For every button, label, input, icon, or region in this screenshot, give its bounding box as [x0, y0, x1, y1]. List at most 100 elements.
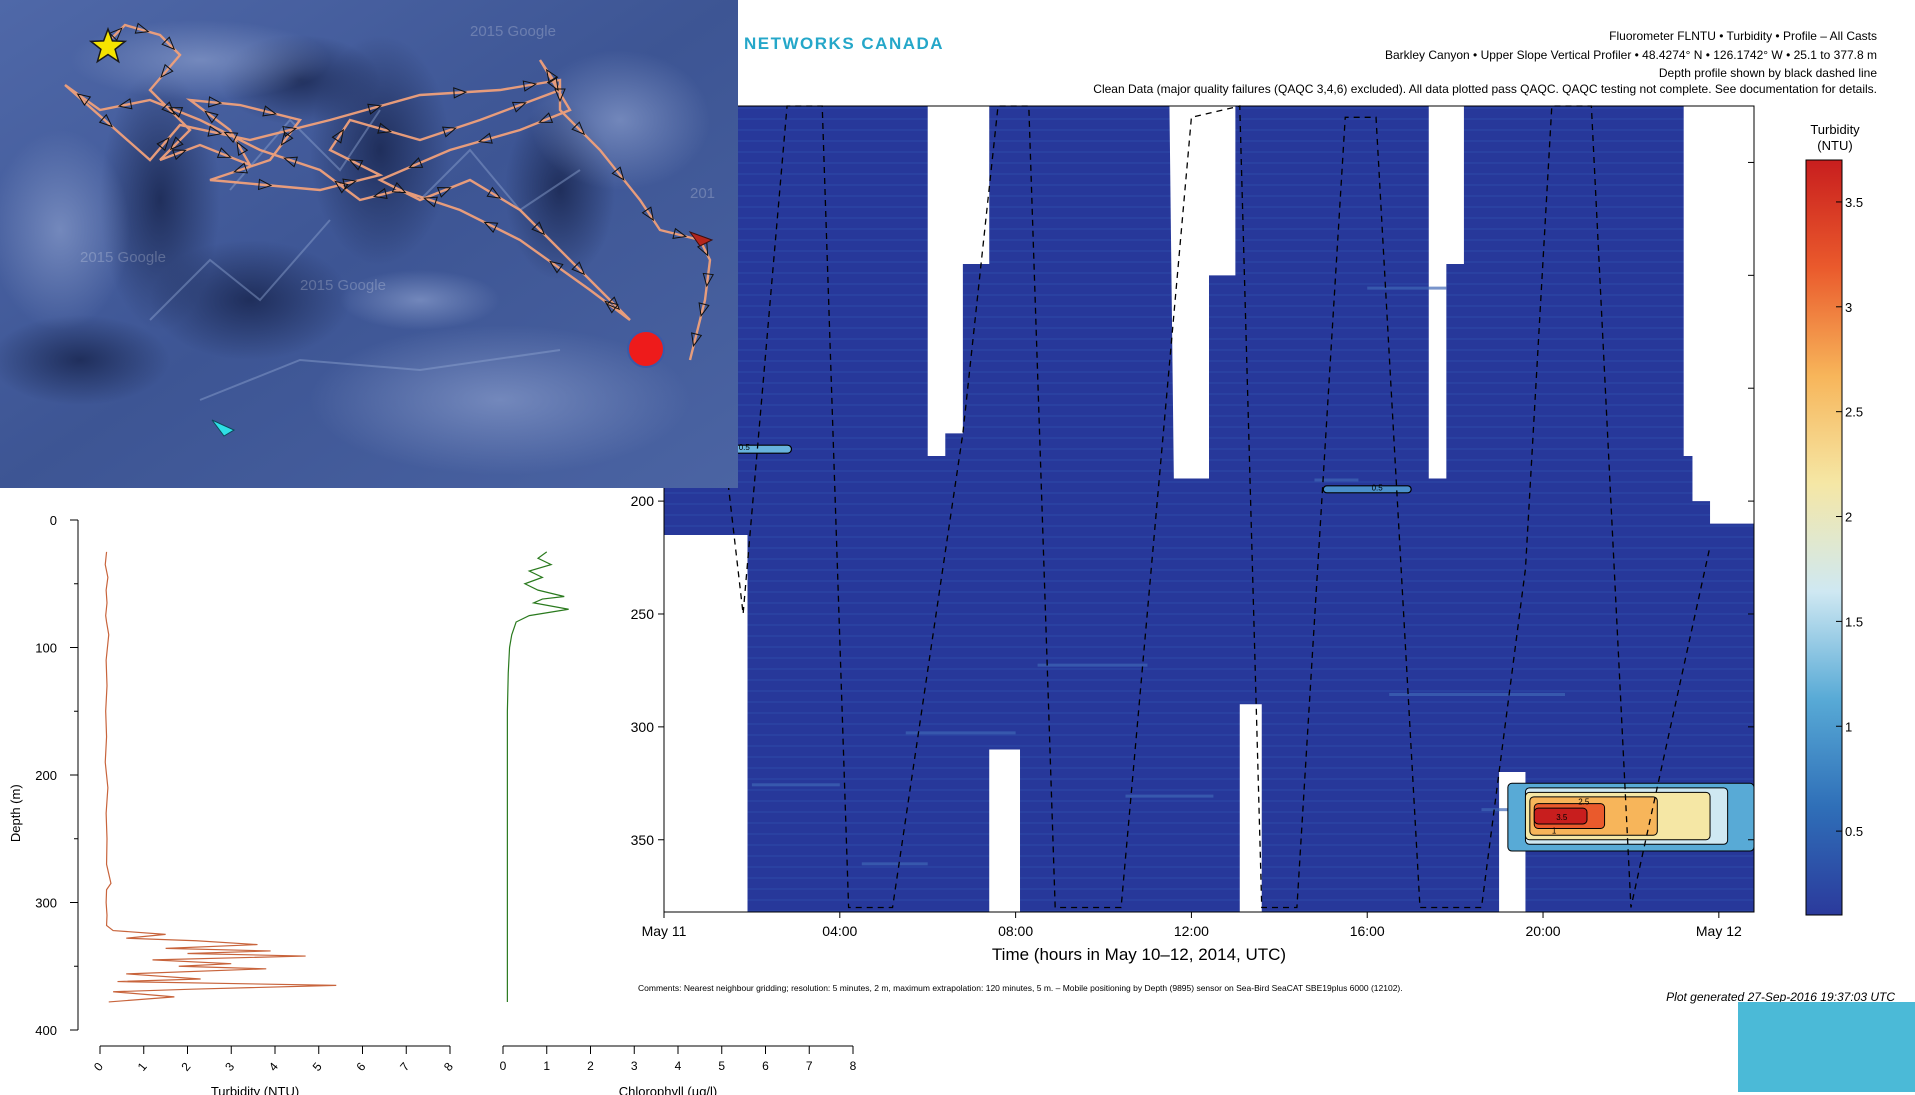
x-tick-label: 4 — [266, 1059, 281, 1073]
header-location: Barkley Canyon • Upper Slope Vertical Pr… — [1385, 48, 1877, 62]
profile-plots: 0 100 200 300 400 Depth (m) 0 1 2 3 4 5 6 7 8 Turbidity… — [8, 513, 857, 1095]
map-ridge-highlight — [340, 270, 500, 330]
track-direction-arrow — [134, 22, 150, 34]
chlorophyll-series-line — [506, 551, 569, 1002]
map-canyon-shade — [150, 240, 350, 360]
track-direction-arrow — [233, 162, 248, 174]
colorbar-gradient — [1805, 159, 1843, 916]
colorbar-tick-label: 3.5 — [1845, 195, 1863, 210]
contour-level — [1533, 807, 1588, 825]
track-direction-arrow — [486, 186, 502, 199]
x-tick-label: 7 — [397, 1059, 412, 1073]
x-tick-label: 8 — [850, 1059, 857, 1073]
track-direction-arrow — [331, 128, 345, 144]
colorbar-tick-label: 3 — [1845, 300, 1852, 315]
heatmap-frame — [663, 105, 1755, 913]
track-direction-arrow — [531, 221, 546, 236]
y-tick-label: 200 — [35, 768, 57, 783]
track-direction-arrow — [283, 156, 298, 168]
no-data-region — [1169, 106, 1236, 479]
track-direction-arrow — [161, 36, 176, 51]
track-direction-arrow — [258, 178, 273, 191]
track-direction-arrow — [423, 196, 438, 208]
track-direction-arrow — [156, 136, 170, 152]
track-direction-arrow — [171, 149, 187, 161]
contour-label: 1 — [1552, 827, 1557, 836]
track-direction-arrow — [223, 131, 239, 144]
track-direction-arrow — [207, 96, 223, 108]
track-direction-arrow — [348, 159, 364, 171]
plot-generated-stamp: Plot generated 27-Sep-2016 19:37:03 UTC — [1666, 990, 1895, 1004]
x-tick-label: 7 — [806, 1059, 813, 1073]
red-circle-icon — [627, 330, 665, 368]
footnote: Comments: Nearest neighbour gridding; re… — [638, 983, 1403, 993]
no-data-region — [1683, 106, 1754, 524]
cyan-glider-icon — [211, 419, 236, 437]
x-tick-label: 1 — [135, 1059, 150, 1073]
turbidity-heatmap: 0.50.53.52.51 200250300350Depth (m)May 1… — [605, 105, 1755, 964]
turbidity-y-label: Depth (m) — [8, 784, 23, 842]
x-tick-label: 5 — [310, 1059, 325, 1073]
turbidity-streak — [1037, 663, 1148, 667]
x-tick-label: May 11 — [642, 923, 687, 939]
map-canyon-shade — [0, 315, 170, 405]
y-tick-label: 300 — [631, 719, 655, 735]
x-tick-label: 4 — [675, 1059, 682, 1073]
contour-blob — [1322, 485, 1412, 494]
header-note: Depth profile shown by black dashed line — [1658, 66, 1877, 80]
map-watermarks: 2015 Google 2015 Google 2015 Google 201 — [80, 23, 715, 294]
track-direction-arrow — [216, 147, 232, 158]
track-direction-arrow — [549, 260, 564, 274]
track-direction-arrow — [76, 93, 92, 106]
colorbar-tick-label: 1 — [1845, 719, 1852, 734]
turbidity-x-label: Turbidity (NTU) — [211, 1084, 299, 1095]
track-direction-arrow — [117, 98, 133, 110]
track-direction-arrow — [436, 187, 452, 198]
star-icon — [88, 26, 128, 64]
x-tick-label: 3 — [631, 1059, 638, 1073]
y-tick-label: 400 — [35, 1023, 57, 1038]
depth-profile-line — [663, 105, 1711, 909]
turbidity-series-line — [104, 551, 337, 1003]
y-tick-label: 350 — [631, 832, 655, 848]
colorbar-tick-label: 1.5 — [1845, 614, 1863, 629]
x-tick-label: 12:00 — [1174, 923, 1209, 939]
track-direction-arrow — [204, 110, 219, 124]
track-map: 2015 Google 2015 Google 2015 Google 201 — [0, 0, 738, 488]
track-direction-arrow — [546, 76, 559, 92]
track-direction-arrow — [334, 180, 349, 194]
y-tick-label: 200 — [631, 493, 655, 509]
brand-name: NETWORKS CANADA — [744, 34, 945, 53]
colorbar-tick-label: 2 — [1845, 510, 1852, 525]
map-ridge-line — [419, 148, 581, 212]
track-direction-arrow — [545, 68, 559, 84]
track-direction-arrow — [511, 101, 527, 113]
watermark-4: 201 — [690, 185, 715, 202]
track-direction-arrow — [690, 332, 703, 348]
map-ridge-highlight — [530, 50, 710, 190]
track-direction-arrow — [160, 63, 174, 79]
track-direction-arrow — [604, 300, 619, 314]
colorbar-tick-label: 0.5 — [1845, 824, 1863, 839]
x-axis-label: Time (hours in May 10–12, 2014, UTC) — [992, 945, 1286, 964]
no-data-region — [989, 749, 1021, 912]
track-direction-arrow — [169, 136, 184, 151]
x-tick-label: 20:00 — [1526, 923, 1561, 939]
turbidity-streak — [751, 783, 840, 787]
track-direction-arrow — [367, 103, 383, 115]
x-tick-label: 8 — [441, 1059, 456, 1073]
track-direction-arrow — [408, 157, 424, 168]
x-tick-label: 5 — [718, 1059, 725, 1073]
x-tick-label: 2 — [587, 1059, 594, 1073]
x-tick-label: 0 — [91, 1059, 106, 1073]
contour-label: 0.5 — [1372, 484, 1384, 493]
no-data-region — [664, 534, 748, 912]
y-tick-label: 100 — [35, 641, 57, 656]
watermark-2: 2015 Google — [300, 277, 386, 294]
track-direction-arrow — [606, 296, 621, 311]
colorbar-title: Turbidity (NTU) — [1810, 122, 1860, 153]
x-tick-label: 0 — [500, 1059, 507, 1073]
watermark-3: 2015 Google — [80, 249, 166, 266]
track-direction-arrow — [698, 302, 710, 318]
